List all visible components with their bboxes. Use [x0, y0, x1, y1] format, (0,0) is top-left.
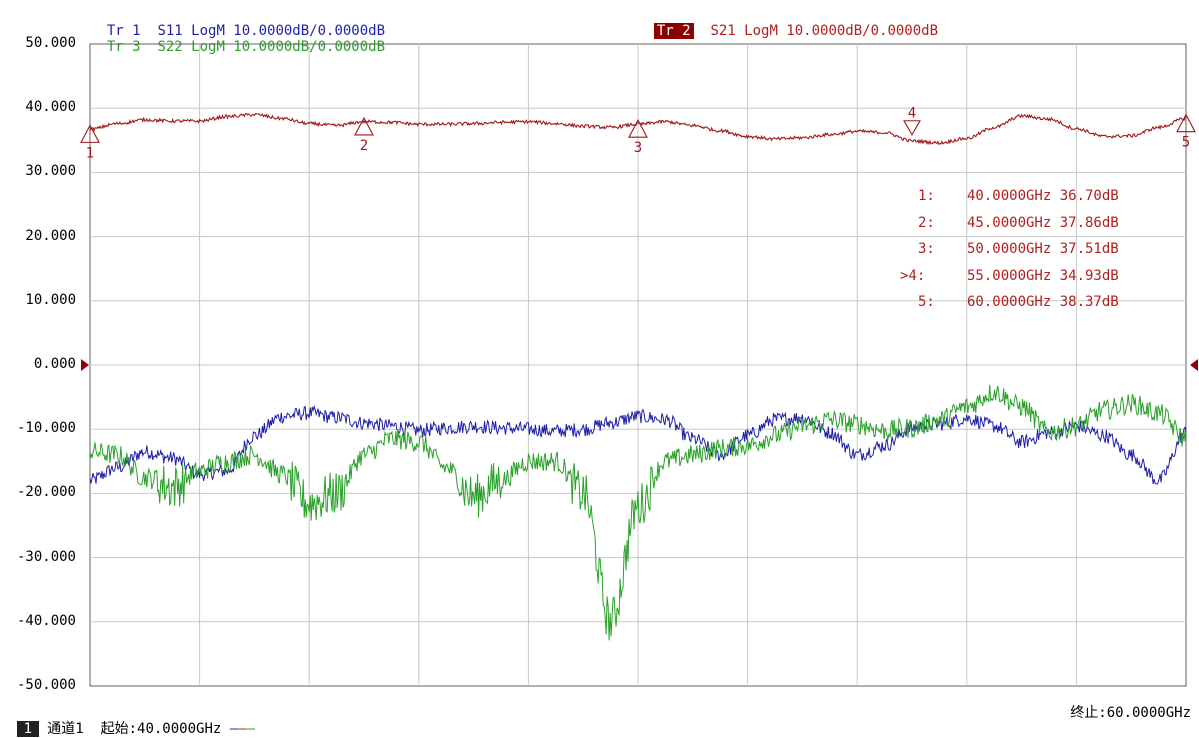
trace3-label: Tr 3: [106, 39, 141, 55]
trace-legend-swatch: ———: [229, 721, 256, 737]
marker-row-id: 5:: [918, 294, 935, 310]
marker-row-id: 1:: [918, 188, 935, 204]
y-tick-label: -50.000: [16, 677, 76, 693]
y-tick-label: -30.000: [16, 548, 76, 565]
start-frequency[interactable]: 起始:40.0000GHz: [100, 721, 222, 737]
y-tick-label: -10.000: [16, 420, 76, 437]
marker-4-label: 4: [908, 106, 916, 122]
trace2-desc: S21 LogM 10.0000dB/0.0000dB: [710, 23, 939, 39]
trace1-header[interactable]: Tr 1 S11 LogM 10.0000dB/0.0000dB: [90, 7, 385, 39]
marker-3-triangle: [628, 119, 648, 138]
marker-5-triangle: [1176, 113, 1196, 133]
y-tick-label: 20.000: [25, 227, 76, 244]
reference-level-right-arrow: [1190, 359, 1198, 371]
marker-2-triangle: [354, 116, 374, 136]
y-tick-label: 10.000: [25, 291, 76, 308]
marker-row-reading: 55.0000GHz 34.93dB: [967, 267, 1119, 284]
y-tick-label: 30.000: [25, 163, 76, 180]
trace1-label: Tr 1: [106, 23, 141, 39]
y-tick-label: -40.000: [16, 612, 76, 629]
stop-frequency[interactable]: 终止:60.0000GHz: [1070, 705, 1191, 721]
marker-2-label: 2: [360, 138, 368, 154]
marker-row-id: 2:: [918, 214, 935, 231]
marker-row-reading: 45.0000GHz 37.86dB: [967, 214, 1119, 231]
marker-5-label: 5: [1182, 135, 1190, 151]
series-s22-line: [89, 384, 1187, 641]
marker-row-id: >4:: [900, 267, 926, 284]
marker-3-label: 3: [634, 140, 642, 156]
channel-number-badge[interactable]: 1: [16, 721, 39, 737]
marker-row-reading: 60.0000GHz 38.37dB: [967, 294, 1119, 310]
channel-label: 通道1: [47, 721, 84, 737]
trace1-desc: S11 LogM 10.0000dB/0.0000dB: [157, 23, 386, 39]
marker-1-label: 1: [86, 145, 94, 161]
marker-4-triangle: [903, 120, 921, 136]
marker-1-triangle: [80, 124, 100, 143]
series-s11-line: [89, 404, 1187, 485]
marker-row-reading: 40.0000GHz 36.70dB: [967, 188, 1119, 204]
channel-footer: 1 通道1 起始:40.0000GHz ———: [0, 702, 255, 738]
y-tick-label: 50.000: [25, 35, 76, 51]
trace2-header[interactable]: Tr 2 S21 LogM 10.0000dB/0.0000dB: [637, 7, 938, 39]
y-tick-label: 40.000: [25, 99, 76, 116]
trace2-label-active: Tr 2: [653, 23, 694, 39]
series-s21-line: [89, 112, 1187, 146]
marker-row-reading: 50.0000GHz 37.51dB: [967, 241, 1119, 257]
y-tick-label: -20.000: [16, 484, 76, 501]
marker-row-id: 3:: [918, 241, 935, 257]
reference-level-left-arrow: [81, 359, 89, 371]
y-tick-label: 0.000: [33, 356, 76, 372]
